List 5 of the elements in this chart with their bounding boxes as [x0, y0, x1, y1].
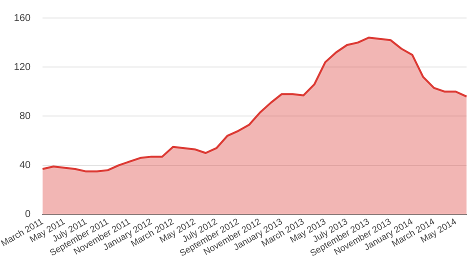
y-tick-label: 120: [14, 62, 32, 73]
y-tick-label: 160: [14, 12, 32, 24]
y-tick-label: 40: [19, 160, 32, 172]
y-tick-label: 80: [19, 110, 32, 122]
y-tick-label: 0: [25, 209, 32, 220]
